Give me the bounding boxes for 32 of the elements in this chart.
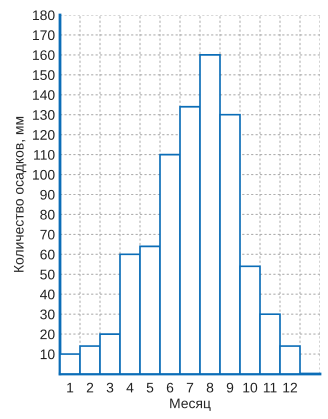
x-tick-label: 7: [186, 382, 194, 392]
y-tick-label: 180: [33, 10, 55, 20]
y-tick-label: 170: [33, 30, 55, 40]
x-tick-label: 4: [126, 382, 134, 392]
y-tick-label: 60: [40, 250, 55, 260]
y-tick-label: 160: [33, 50, 55, 60]
x-tick-label: 8: [206, 382, 214, 393]
x-tick-label: 10: [243, 382, 258, 393]
x-tick-label: 6: [166, 382, 174, 393]
y-tick-label: 80: [40, 210, 55, 220]
x-tick-label: 5: [146, 382, 154, 393]
y-tick-label: 40: [40, 290, 55, 300]
x-tick-label: 2: [86, 382, 94, 392]
y-tick-label: 100: [33, 170, 55, 180]
y-tick-label: 70: [40, 230, 55, 240]
y-tick-label: 120: [33, 130, 55, 140]
y-tick-label: 140: [33, 90, 55, 100]
y-tick-label: 90: [40, 190, 55, 200]
x-tick-label: 11: [264, 382, 277, 392]
y-tick-label: 10: [40, 349, 55, 360]
y-axis-title: Количество осадков, мм: [14, 116, 26, 272]
x-tick-label: 1: [67, 382, 74, 392]
x-tick-label: 3: [106, 382, 114, 393]
y-tick-label: 30: [40, 310, 55, 320]
x-axis-title: Месяц: [170, 398, 211, 411]
y-tick-label: 20: [40, 329, 55, 340]
y-tick-label: 150: [33, 70, 55, 80]
y-tick-label: 130: [33, 110, 55, 120]
x-tick-label: 9: [226, 382, 234, 393]
y-tick-label: 110: [34, 150, 55, 160]
y-tick-label: 50: [40, 270, 55, 280]
x-tick-label: 12: [283, 382, 298, 392]
